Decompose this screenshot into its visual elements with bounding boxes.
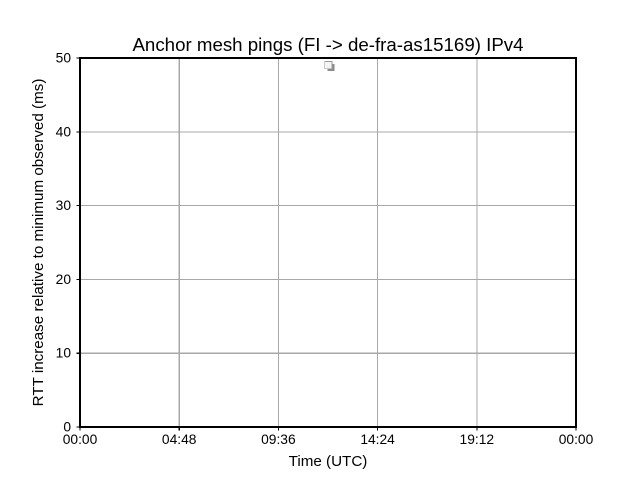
svg-text:04:48: 04:48 [162, 432, 197, 447]
svg-text:0: 0 [63, 420, 71, 435]
svg-text:Anchor mesh pings (FI -> de-fr: Anchor mesh pings (FI -> de-fra-as15169)… [132, 34, 523, 55]
svg-text:RTT increase relative to minim: RTT increase relative to minimum observe… [30, 79, 47, 407]
svg-text:20: 20 [56, 272, 72, 287]
svg-text:30: 30 [56, 198, 72, 213]
svg-text:10: 10 [56, 346, 72, 361]
svg-text:00:00: 00:00 [559, 432, 594, 447]
svg-text:40: 40 [56, 124, 72, 139]
svg-text:50: 50 [56, 51, 72, 66]
svg-text:Time (UTC): Time (UTC) [289, 453, 368, 470]
svg-text:19:12: 19:12 [460, 432, 495, 447]
svg-text:09:36: 09:36 [261, 432, 296, 447]
svg-text:14:24: 14:24 [360, 432, 395, 447]
